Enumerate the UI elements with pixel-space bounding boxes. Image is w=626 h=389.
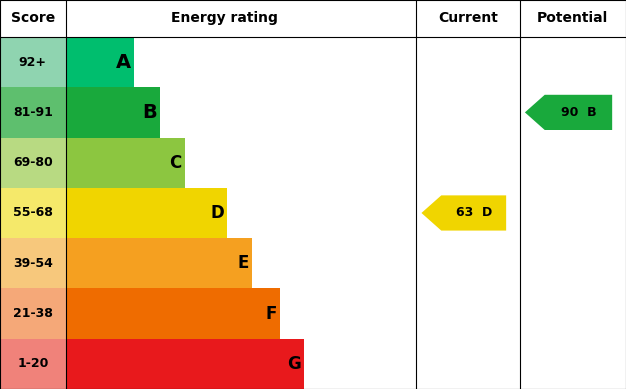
Text: 90  B: 90 B — [561, 106, 596, 119]
Bar — [66, 37, 134, 87]
Text: 92+: 92+ — [19, 56, 47, 68]
Text: 1-20: 1-20 — [17, 357, 49, 370]
Bar — [66, 238, 252, 288]
Bar — [0, 37, 66, 87]
Text: G: G — [287, 355, 301, 373]
Bar — [0, 87, 66, 138]
Text: F: F — [265, 305, 277, 322]
Text: Score: Score — [11, 12, 55, 25]
Text: 81-91: 81-91 — [13, 106, 53, 119]
Text: C: C — [170, 154, 182, 172]
Polygon shape — [525, 95, 612, 130]
Text: D: D — [210, 204, 224, 222]
Text: 21-38: 21-38 — [13, 307, 53, 320]
Text: E: E — [237, 254, 249, 272]
Text: A: A — [116, 53, 131, 72]
Bar — [0, 288, 66, 339]
Bar — [66, 339, 304, 389]
Polygon shape — [421, 195, 506, 231]
Text: 39-54: 39-54 — [13, 257, 53, 270]
Text: Energy rating: Energy rating — [171, 12, 278, 25]
Text: 55-68: 55-68 — [13, 207, 53, 219]
Text: 63  D: 63 D — [456, 207, 492, 219]
Bar — [0, 0, 626, 37]
Text: Potential: Potential — [537, 12, 608, 25]
Bar — [0, 238, 66, 288]
Text: B: B — [143, 103, 157, 122]
Bar — [0, 188, 66, 238]
Text: Current: Current — [438, 12, 498, 25]
Bar — [0, 339, 66, 389]
Bar — [66, 188, 227, 238]
Bar — [66, 87, 160, 138]
Bar — [0, 138, 66, 188]
Text: 69-80: 69-80 — [13, 156, 53, 169]
Bar — [66, 138, 185, 188]
Bar — [66, 288, 280, 339]
